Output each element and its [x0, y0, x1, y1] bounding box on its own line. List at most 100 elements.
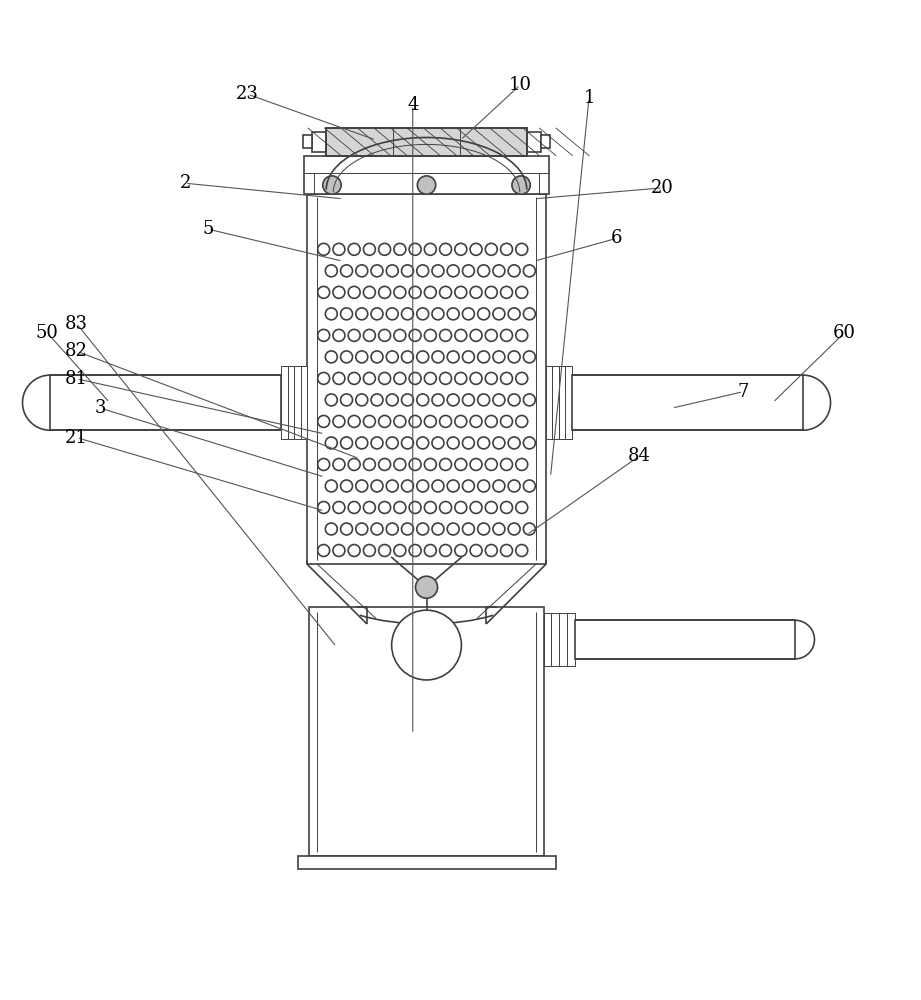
Circle shape [394, 286, 406, 298]
Circle shape [439, 458, 451, 470]
Circle shape [356, 308, 367, 320]
Circle shape [325, 523, 337, 535]
Circle shape [402, 437, 414, 449]
Circle shape [356, 265, 367, 277]
Circle shape [341, 351, 353, 363]
Circle shape [500, 545, 512, 556]
Circle shape [425, 415, 437, 427]
Circle shape [470, 329, 482, 341]
Circle shape [402, 523, 414, 535]
Circle shape [508, 265, 520, 277]
Circle shape [409, 415, 421, 427]
Circle shape [500, 243, 512, 255]
Circle shape [348, 458, 360, 470]
Circle shape [493, 480, 505, 492]
Circle shape [500, 286, 512, 298]
Circle shape [379, 286, 391, 298]
Circle shape [485, 502, 497, 513]
Circle shape [409, 329, 421, 341]
Circle shape [325, 394, 337, 406]
Circle shape [500, 372, 512, 384]
Circle shape [425, 502, 437, 513]
Circle shape [523, 437, 535, 449]
Circle shape [356, 480, 367, 492]
Circle shape [409, 458, 421, 470]
Circle shape [341, 394, 353, 406]
Circle shape [478, 394, 490, 406]
Circle shape [386, 351, 398, 363]
Circle shape [409, 372, 421, 384]
Circle shape [508, 437, 520, 449]
Text: 23: 23 [236, 85, 259, 103]
Circle shape [462, 480, 474, 492]
Circle shape [318, 329, 330, 341]
Circle shape [493, 308, 505, 320]
Circle shape [478, 308, 490, 320]
Circle shape [371, 308, 383, 320]
Circle shape [333, 545, 344, 556]
Circle shape [455, 458, 467, 470]
Text: 2: 2 [180, 174, 191, 192]
Circle shape [508, 523, 520, 535]
Circle shape [416, 437, 428, 449]
Text: 82: 82 [65, 342, 88, 360]
Circle shape [516, 243, 528, 255]
Circle shape [341, 437, 353, 449]
Circle shape [318, 458, 330, 470]
Circle shape [523, 480, 535, 492]
Circle shape [364, 545, 376, 556]
Circle shape [439, 545, 451, 556]
Circle shape [478, 480, 490, 492]
Bar [575, 620, 795, 659]
Circle shape [470, 286, 482, 298]
Circle shape [425, 329, 437, 341]
Circle shape [523, 308, 535, 320]
Bar [559, 613, 567, 666]
Circle shape [523, 351, 535, 363]
Circle shape [325, 437, 337, 449]
Text: 1: 1 [583, 89, 595, 107]
Circle shape [348, 415, 360, 427]
Text: 5: 5 [203, 220, 214, 238]
Circle shape [470, 415, 482, 427]
Circle shape [364, 286, 376, 298]
Circle shape [386, 437, 398, 449]
Circle shape [455, 286, 467, 298]
Circle shape [379, 415, 391, 427]
Bar [295, 366, 301, 439]
Circle shape [455, 329, 467, 341]
Circle shape [508, 351, 520, 363]
Circle shape [402, 265, 414, 277]
Circle shape [512, 176, 530, 194]
Bar [527, 132, 542, 152]
Circle shape [394, 545, 406, 556]
Circle shape [448, 308, 460, 320]
Circle shape [425, 458, 437, 470]
Circle shape [386, 308, 398, 320]
Bar [301, 366, 308, 439]
Circle shape [318, 243, 330, 255]
Circle shape [478, 265, 490, 277]
Circle shape [523, 394, 535, 406]
Circle shape [462, 394, 474, 406]
Circle shape [333, 415, 344, 427]
Circle shape [341, 308, 353, 320]
Circle shape [318, 502, 330, 513]
Bar [309, 607, 543, 856]
Bar [311, 132, 326, 152]
Circle shape [470, 372, 482, 384]
Circle shape [500, 415, 512, 427]
Bar [567, 613, 575, 666]
Circle shape [325, 308, 337, 320]
Circle shape [493, 437, 505, 449]
Circle shape [493, 394, 505, 406]
Circle shape [425, 243, 437, 255]
Circle shape [348, 545, 360, 556]
Text: 20: 20 [651, 179, 674, 197]
Bar [288, 366, 295, 439]
Text: 50: 50 [36, 324, 59, 342]
Circle shape [485, 458, 497, 470]
Circle shape [448, 351, 460, 363]
Circle shape [356, 394, 367, 406]
Text: 4: 4 [407, 96, 418, 114]
